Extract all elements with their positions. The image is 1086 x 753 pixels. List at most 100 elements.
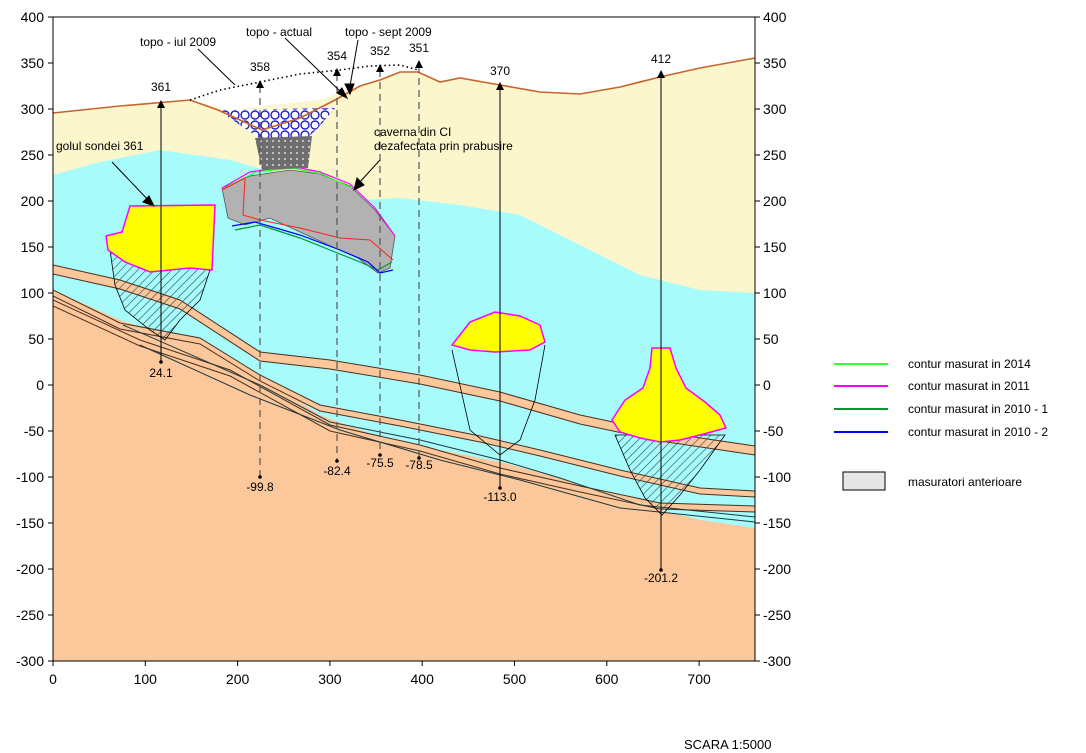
x-tick-label: 100 [134, 671, 158, 687]
well-bottom-marker [258, 475, 262, 479]
well-name-label: 370 [490, 64, 510, 78]
base-layer [53, 290, 755, 661]
y-tick-label-left: 250 [21, 147, 45, 163]
well-depth-label: -75.5 [366, 456, 394, 470]
y-tick-label-right: 0 [763, 377, 771, 393]
y-tick-label-right: 50 [763, 331, 779, 347]
caverns [105, 108, 728, 516]
arrow-topo-iul [197, 48, 236, 86]
label-caverna-line1: caverna din CI [374, 125, 451, 139]
legend-label: contur masurat in 2011 [908, 379, 1030, 393]
well-arrow-icon [157, 100, 165, 108]
well-depth-label: -78.5 [405, 458, 433, 472]
well-name-label: 361 [151, 80, 171, 94]
bedding-line [122, 324, 755, 518]
arrowhead-icon [344, 83, 355, 96]
x-tick-label: 0 [49, 671, 57, 687]
y-tick-label-left: 100 [21, 285, 45, 301]
contour-2011 [221, 165, 396, 237]
well-arrow-icon [496, 82, 504, 90]
well-name-label: 354 [327, 49, 347, 63]
x-tick-label: 200 [226, 671, 250, 687]
contour-2010-2 [231, 221, 394, 274]
label-topo-actual: topo - actual [246, 25, 312, 39]
label-golul-sondei: golul sondei 361 [56, 139, 144, 153]
y-tick-label-right: -150 [763, 515, 791, 531]
y-tick-label-right: 100 [763, 285, 787, 301]
cavern-412 [611, 347, 728, 443]
sinkhole-neck [255, 136, 312, 170]
y-tick-label-left: 200 [21, 193, 45, 209]
arrowhead-icon [353, 177, 365, 191]
y-tick-label-right: 200 [763, 193, 787, 209]
legend-swatch-box [842, 471, 886, 491]
legend-label: contur masurat in 2010 - 1 [908, 402, 1048, 416]
legend: contur masurat in 2014 contur masurat in … [834, 357, 1048, 491]
y-tick-label-right: -50 [763, 423, 783, 439]
bedding-line [139, 344, 755, 523]
x-tick-label: 700 [687, 671, 711, 687]
interbed-band-3 [53, 299, 755, 513]
x-tick-label: 600 [595, 671, 619, 687]
well-depth-label: -99.8 [246, 480, 274, 494]
x-tick-label: 400 [411, 671, 435, 687]
axes: 400 400 350 350 300 300 250 250 200 200 150 150 100 1… [16, 9, 791, 687]
well-bottom-marker [159, 360, 163, 364]
y-tick-label-right: 250 [763, 147, 787, 163]
arrow-caverna [357, 159, 381, 185]
well-bottom-marker [335, 459, 339, 463]
y-tick-label-left: 300 [21, 101, 45, 117]
label-caverna-line2: dezafectata prin prabusire [374, 139, 513, 153]
y-tick-label-right: 350 [763, 55, 787, 71]
label-topo-sept-2009: topo - sept 2009 [345, 25, 432, 39]
y-tick-label-right: 300 [763, 101, 787, 117]
arrowhead-icon [142, 195, 156, 207]
well-name-label: 412 [651, 52, 671, 66]
y-tick-label-left: 50 [28, 331, 44, 347]
y-tick-label-left: -100 [16, 469, 44, 485]
cavern-370 [450, 311, 546, 353]
y-tick-label-right: -200 [763, 561, 791, 577]
interbed-band-2 [53, 289, 755, 498]
well-bottom-marker [378, 453, 382, 457]
y-tick-label-right: -100 [763, 469, 791, 485]
arrow-topo-sept [349, 39, 359, 87]
y-tick-label-left: 150 [21, 239, 45, 255]
y-tick-label-left: -300 [16, 653, 44, 669]
collapsed-cavern-old [221, 169, 396, 274]
legend-label: masuratori anterioare [908, 475, 1022, 489]
well-bottom-marker [498, 486, 502, 490]
well-arrow-icon [376, 64, 384, 72]
y-tick-label-left: -200 [16, 561, 44, 577]
y-tick-label-right: 400 [763, 9, 787, 25]
well-depth-label: -82.4 [323, 464, 351, 478]
legend-label: contur masurat in 2014 [908, 357, 1031, 371]
well-depth-label: -201.2 [644, 571, 678, 585]
x-tick-label: 500 [503, 671, 527, 687]
y-tick-label-left: -50 [24, 423, 44, 439]
annotation-arrows [111, 37, 381, 207]
x-tick-label: 300 [318, 671, 342, 687]
y-tick-label-right: 150 [763, 239, 787, 255]
well-name-label: 358 [250, 60, 270, 74]
well-arrow-icon [333, 68, 341, 76]
arrowhead-icon [336, 87, 349, 100]
well-name-label: 352 [370, 44, 390, 58]
y-tick-label-left: 350 [21, 55, 45, 71]
scale-label: SCARA 1:5000 [684, 737, 771, 752]
cavern-361-hatched [109, 249, 211, 341]
annotation-labels: topo - iul 2009 topo - actual topo - sep… [56, 25, 513, 153]
sinkhole-fill [218, 108, 335, 140]
well-depth-label: -113.0 [483, 490, 516, 504]
arrow-golul [111, 161, 151, 203]
topo-actual-line [52, 57, 756, 131]
legend-label: contur masurat in 2010 - 2 [908, 425, 1048, 439]
well-bottom-marker [659, 568, 663, 572]
cavern-412-hatched [614, 434, 726, 516]
y-tick-label-left: -150 [16, 515, 44, 531]
well-bottom-marker [417, 456, 421, 460]
cavern-370-outline [451, 344, 546, 456]
well-arrow-icon [256, 80, 264, 88]
well-name-label: 351 [409, 41, 429, 55]
